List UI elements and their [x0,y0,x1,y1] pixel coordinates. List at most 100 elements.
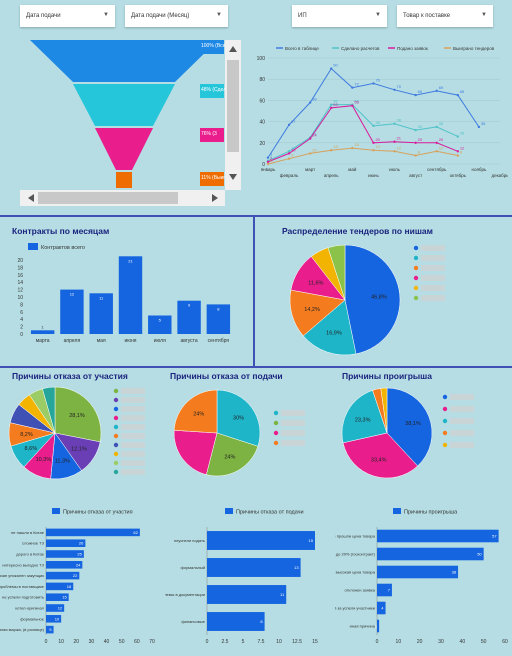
bar-value-label: 22 [73,573,78,578]
x-tick-label: октябрь [450,173,467,178]
x-tick-label: март [305,167,315,172]
data-label: 69 [439,85,444,90]
legend-dot [113,433,119,439]
x-tick-label: 10 [58,639,64,645]
data-point [372,141,375,144]
scroll-left-icon[interactable] [28,194,34,202]
legend-label-redacted [450,406,474,412]
bar [30,330,55,334]
legend-label-redacted [281,420,305,426]
bar-value-label: 25 [77,552,82,557]
legend-dot [113,460,119,466]
bar-value-label: 15 [62,595,67,600]
bar [46,582,74,591]
scroll-down-icon[interactable] [229,174,237,180]
divider [0,215,512,217]
data-point [287,123,291,126]
bar-value-label: 1 [42,324,45,329]
legend-dot [113,442,119,448]
x-tick-label: сентября [208,338,230,344]
legend-dot [113,451,119,457]
chevron-down-icon: ▼ [481,12,487,18]
x-tick-label: 60 [502,639,508,645]
data-point [414,128,417,132]
legend-label-redacted [421,255,445,261]
x-tick-label: июль [389,167,400,172]
legend-dot [413,295,419,301]
filter-ip[interactable]: ИП ▼ [292,5,387,27]
y-category-label: малая маржа, (в рознице) [0,627,45,632]
bar-value-label: 15 [309,538,314,543]
data-point [477,125,481,129]
x-tick-label: июля [154,338,166,344]
legend-dot [273,440,279,446]
pie-slice [54,386,102,443]
divider [0,366,512,368]
data-point [287,152,291,155]
funnel-stage-4 [116,172,132,188]
data-point [372,124,375,128]
pie-slice [344,244,401,355]
bar-value-label: 24 [76,562,81,567]
legend-label-redacted [121,397,145,403]
contracts-title: Контракты по месяцам [12,226,110,236]
scroll-up-icon[interactable] [229,46,237,52]
legend-label-redacted [450,394,474,400]
legend-label: Сделано расчетов [341,46,380,51]
filter-date[interactable]: Дата подачи ▼ [20,5,115,27]
data-point [435,89,438,93]
legend-label-redacted [121,460,145,466]
filter-product[interactable]: Товар к поставке ▼ [397,5,493,27]
legend-dot [442,430,448,436]
y-category-label: интересно выгодно ТЗ [2,562,44,567]
pie-slice [302,299,357,356]
x-tick-label: 0 [206,639,209,645]
scroll-right-icon[interactable] [212,194,218,202]
bar-value-label: 18 [67,584,72,589]
x-tick-label: 40 [460,639,466,645]
slice-label: 10,3% [36,457,52,463]
x-tick-label: апреля [64,338,81,344]
filter-month[interactable]: Дата подачи (Месяц) ▼ [125,5,228,27]
filter-product-label: Товар к поставке [403,13,451,19]
bar-value-label: 38 [452,570,457,575]
y-tick-label: 80 [259,77,265,83]
funnel-stage-1 [30,40,218,82]
y-category-label: завязан уникален закупщик [0,573,44,578]
data-label: 13 [333,144,338,149]
vertical-scroll-thumb[interactable] [227,60,239,152]
bar-value-label: 7 [388,588,391,593]
bar-value-label: 5 [49,627,52,632]
y-category-label: очень высокая цена товара [335,570,376,575]
data-point [414,93,417,97]
data-point [351,104,354,107]
legend-label: Причины проигрыша [404,510,458,516]
y-tick-label: 6 [20,310,23,316]
bar [46,615,62,623]
horizontal-scroll-thumb[interactable] [38,192,178,204]
bar-value-label: 21 [128,258,133,263]
data-point [435,141,438,144]
bar-value-label: 12 [58,606,63,611]
legend-dot [413,265,419,271]
slice-label: 14,2% [304,307,320,313]
x-tick-label: мая [97,338,106,344]
refusal-participation-title: Причины отказа от участия [12,371,128,381]
slice-label: 24% [193,412,204,418]
slice-label: 30% [233,415,244,421]
y-category-label: сложное ТЗ [22,541,44,546]
pie-slice [42,386,56,434]
slice-label: 11,6% [308,280,323,286]
slice-label: 8,2% [20,432,33,438]
data-label: 12 [291,145,296,150]
legend-label-redacted [450,418,474,424]
legend-dot [113,388,119,394]
y-tick-label: 8 [20,302,23,308]
legend-dot [113,424,119,430]
legend-label-redacted [121,388,145,394]
y-category-label: -15% за успели участники [335,606,375,611]
pie-slice [206,432,259,477]
bar [89,293,113,334]
bar [118,256,143,334]
bar [46,571,80,580]
